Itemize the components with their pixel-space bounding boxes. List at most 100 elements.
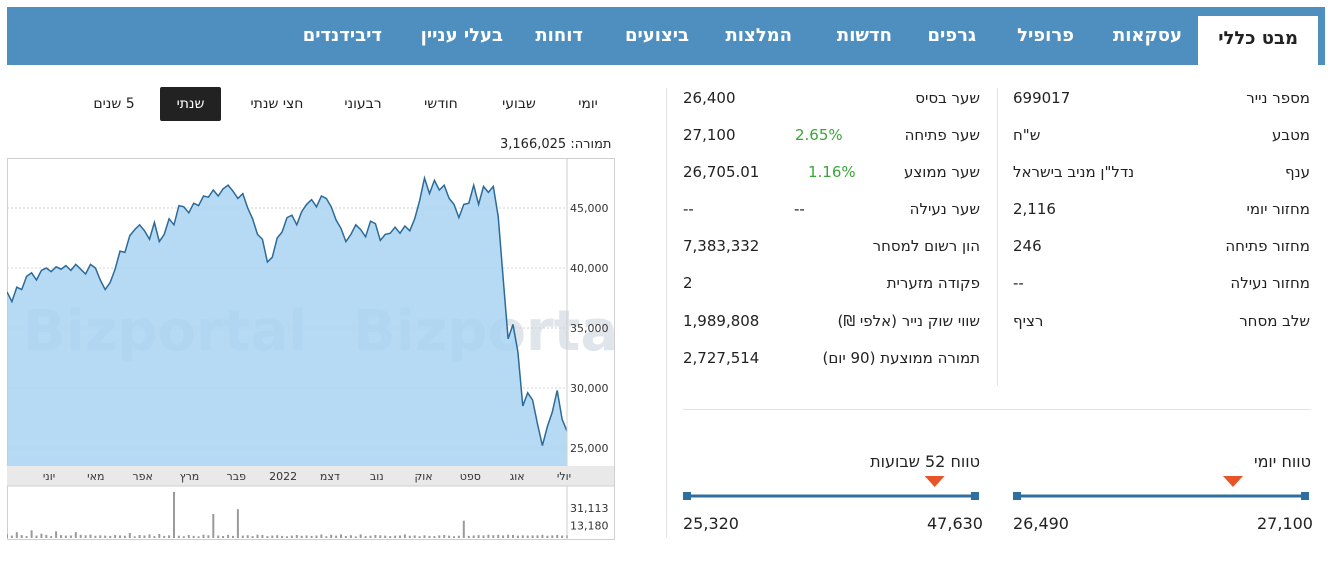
price-area bbox=[7, 178, 567, 466]
volume-bar bbox=[551, 535, 554, 538]
volume-bar bbox=[266, 536, 269, 538]
volume-bar bbox=[300, 535, 303, 538]
period-quarterly[interactable]: רבעוני bbox=[344, 96, 382, 112]
volume-tick-label: 13,180 bbox=[570, 519, 609, 532]
tab-news[interactable]: חדשות bbox=[836, 25, 892, 46]
volume-bar bbox=[177, 535, 180, 538]
volume-bar bbox=[7, 534, 8, 538]
volume-bar bbox=[246, 535, 249, 538]
value-registered-capital: 7,383,332 bbox=[683, 237, 760, 255]
tab-profile[interactable]: פרופיל bbox=[1017, 25, 1074, 46]
volume-bar bbox=[212, 514, 215, 538]
volume-bar bbox=[232, 535, 234, 538]
tab-charts[interactable]: גרפים bbox=[927, 25, 976, 46]
x-tick-label: 2022 bbox=[269, 470, 297, 483]
x-tick-label: דצמ bbox=[320, 470, 340, 483]
volume-bar bbox=[487, 534, 490, 538]
tab-recommendations[interactable]: המלצות bbox=[725, 25, 792, 46]
volume-bar bbox=[335, 535, 338, 538]
volume-bar bbox=[55, 531, 58, 538]
label-currency: מטבע bbox=[1272, 126, 1310, 144]
volume-bar bbox=[241, 535, 244, 538]
week52-range-low: 25,320 bbox=[683, 514, 739, 533]
volume-bar bbox=[251, 536, 254, 538]
tab-overview[interactable]: מבט כללי bbox=[1198, 16, 1318, 65]
volume-bar bbox=[330, 534, 333, 538]
volume-bar bbox=[502, 535, 505, 538]
period-semiannual[interactable]: חצי שנתי bbox=[250, 96, 304, 112]
volume-bar bbox=[403, 534, 406, 538]
y-tick-label: 45,000 bbox=[570, 202, 609, 215]
volume-bar bbox=[40, 533, 43, 538]
daily-range-title: טווח יומי bbox=[1253, 452, 1311, 471]
volume-bar bbox=[99, 535, 102, 538]
volume-bar bbox=[35, 535, 38, 538]
volume-bar bbox=[546, 535, 549, 538]
volume-bar bbox=[394, 535, 397, 538]
y-tick-label: 25,000 bbox=[570, 442, 609, 455]
value-currency: ש"ח bbox=[1013, 126, 1041, 144]
volume-bar bbox=[119, 535, 121, 538]
tab-stakeholders[interactable]: בעלי עניין bbox=[420, 25, 503, 46]
volume-bars bbox=[7, 491, 568, 538]
volume-bar bbox=[320, 534, 323, 538]
volume-bar bbox=[512, 535, 514, 538]
volume-bar bbox=[536, 535, 539, 538]
x-tick-label: אוג bbox=[510, 470, 525, 483]
period-5years[interactable]: 5 שנים bbox=[93, 96, 135, 112]
period-monthly[interactable]: חודשי bbox=[424, 96, 458, 112]
volume-bar bbox=[10, 535, 13, 538]
label-closing-volume: מחזור נעילה bbox=[1230, 274, 1310, 292]
x-axis-band bbox=[7, 466, 614, 486]
value-closing-volume: -- bbox=[1013, 274, 1024, 292]
volume-bar bbox=[315, 535, 318, 538]
volume-bar bbox=[379, 535, 382, 538]
volume-bar bbox=[15, 532, 18, 538]
period-weekly[interactable]: שבועי bbox=[502, 96, 536, 112]
value-closing-price: -- bbox=[683, 200, 694, 218]
volume-bar bbox=[25, 536, 28, 538]
volume-bar bbox=[222, 536, 225, 538]
volume-bar bbox=[207, 535, 210, 538]
y-tick-label: 30,000 bbox=[570, 382, 609, 395]
volume-bar bbox=[526, 535, 529, 538]
volume-bar bbox=[428, 535, 431, 538]
tab-reports[interactable]: דוחות bbox=[535, 25, 583, 46]
volume-tick-label: 31,113 bbox=[570, 502, 609, 515]
volume-bar bbox=[443, 535, 446, 538]
volume-bar bbox=[50, 536, 53, 538]
volume-bar bbox=[64, 535, 67, 538]
label-market-cap: שווי שוק נייר (אלפי ₪) bbox=[837, 312, 980, 330]
volume-bar bbox=[438, 535, 441, 538]
label-opening-volume: מחזור פתיחה bbox=[1225, 237, 1310, 255]
volume-bar bbox=[192, 535, 195, 538]
volume-bar bbox=[143, 535, 146, 538]
volume-bar bbox=[217, 535, 220, 538]
volume-bar bbox=[497, 534, 500, 538]
closing-price-change: -- bbox=[794, 200, 805, 218]
volume-bar bbox=[271, 535, 274, 538]
label-sector: ענף bbox=[1285, 163, 1310, 181]
label-opening-price: שער פתיחה bbox=[904, 126, 980, 144]
tab-performance[interactable]: ביצועים bbox=[624, 25, 689, 46]
volume-bar bbox=[384, 535, 387, 538]
range-start-cap bbox=[683, 492, 691, 500]
volume-bar bbox=[261, 535, 264, 538]
volume-bar bbox=[30, 530, 33, 538]
price-chart[interactable]: Bizportal Bizportal 45,00040,00035,00030… bbox=[7, 158, 615, 540]
volume-bar bbox=[482, 535, 485, 538]
volume-bar bbox=[79, 534, 82, 538]
tab-transactions[interactable]: עסקאות bbox=[1112, 25, 1182, 46]
range-start-cap bbox=[1013, 492, 1021, 500]
range-end-cap bbox=[1301, 492, 1309, 500]
volume-bar bbox=[423, 535, 426, 538]
volume-bar bbox=[114, 535, 117, 538]
volume-bar bbox=[133, 536, 136, 538]
period-annual[interactable]: שנתי bbox=[160, 87, 221, 121]
period-daily[interactable]: יומי bbox=[578, 96, 598, 112]
volume-bar bbox=[168, 535, 171, 538]
volume-bar bbox=[399, 535, 401, 538]
tab-dividends[interactable]: דיבידנדים bbox=[302, 25, 382, 46]
x-axis: יולי אוג ספט אוק נוב דצמ 2022 פבר מרץ אפר מאי יוני bbox=[7, 470, 614, 487]
value-average-price: 26,705.01 bbox=[683, 163, 760, 181]
